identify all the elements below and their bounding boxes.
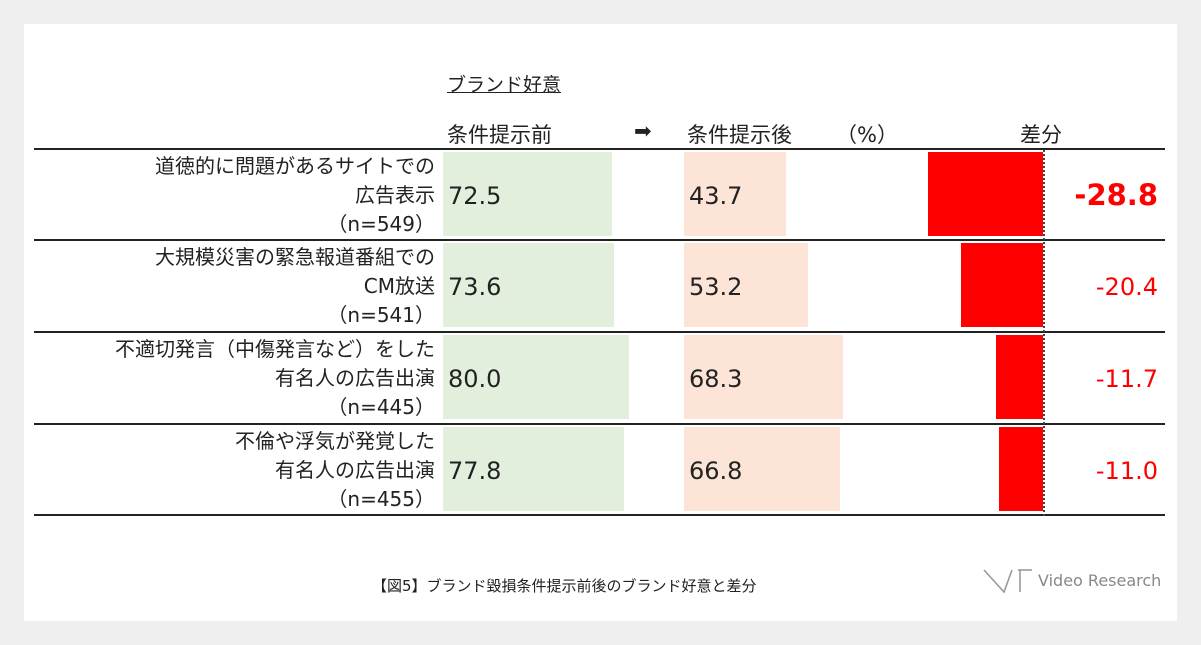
value-before: 80.0 — [448, 365, 502, 393]
row-divider — [34, 423, 1165, 425]
value-after: 66.8 — [689, 457, 743, 485]
value-after: 43.7 — [689, 182, 743, 210]
row-label-line: 道徳的に問題があるサイトでの — [155, 154, 435, 178]
row-label-line: 大規模災害の緊急報道番組での — [155, 245, 435, 269]
row-label-line: （n=455） — [327, 487, 435, 511]
value-diff: -20.4 — [1095, 273, 1158, 301]
bar-before — [443, 335, 629, 419]
row-divider — [34, 239, 1165, 241]
column-header-diff: 差分 — [1020, 123, 1062, 147]
value-before: 72.5 — [448, 182, 502, 210]
logo-text: Video Research — [1038, 571, 1162, 590]
value-diff: -28.8 — [1074, 178, 1158, 212]
column-header-after: 条件提示後 — [687, 123, 792, 147]
row-label-line: 有名人の広告出演 — [275, 458, 435, 482]
column-header-before: 条件提示前 — [447, 123, 552, 147]
value-before: 77.8 — [448, 457, 502, 485]
value-diff: -11.7 — [1095, 365, 1158, 393]
bar-before — [443, 427, 624, 511]
figure-caption: 【図5】ブランド毀損条件提示前後のブランド好意と差分 — [372, 577, 757, 595]
arrow-right-icon: ➡ — [634, 119, 652, 143]
bar-after — [684, 152, 786, 236]
row-label-line: CM放送 — [363, 274, 435, 298]
row-label-line: （n=445） — [327, 395, 435, 419]
bar-after — [684, 427, 840, 511]
bar-after — [684, 335, 843, 419]
row-label-line: 広告表示 — [355, 183, 435, 207]
bar-before — [443, 243, 614, 327]
row-label: 不倫や浮気が発覚した有名人の広告出演 （n=455） — [15, 427, 435, 514]
row-divider — [34, 331, 1165, 333]
bar-diff — [996, 335, 1043, 419]
bar-before — [443, 152, 612, 236]
row-label: 道徳的に問題があるサイトでの広告表示 （n=549） — [15, 152, 435, 239]
row-label-line: （n=549） — [327, 212, 435, 236]
value-before: 73.6 — [448, 273, 502, 301]
bar-diff — [961, 243, 1043, 327]
value-after: 68.3 — [689, 365, 743, 393]
row-label: 不適切発言（中傷発言など）をした有名人の広告出演 （n=445） — [15, 335, 435, 422]
bar-after — [684, 243, 808, 327]
row-label-line: 有名人の広告出演 — [275, 366, 435, 390]
unit-label: （%） — [836, 123, 898, 147]
video-research-logo-icon — [983, 569, 1032, 594]
row-label-line: （n=541） — [327, 303, 435, 327]
row-label-line: 不適切発言（中傷発言など）をした — [115, 337, 435, 361]
value-after: 53.2 — [689, 273, 743, 301]
section-title: ブランド好意 — [447, 74, 562, 96]
bar-diff — [928, 152, 1043, 236]
row-divider — [34, 514, 1165, 516]
row-label-line: 不倫や浮気が発覚した — [235, 429, 435, 453]
row-divider — [34, 148, 1165, 150]
bar-diff — [999, 427, 1043, 511]
row-label: 大規模災害の緊急報道番組での CM放送 （n=541） — [15, 243, 435, 330]
value-diff: -11.0 — [1095, 457, 1158, 485]
diff-zero-axis — [1043, 150, 1045, 516]
